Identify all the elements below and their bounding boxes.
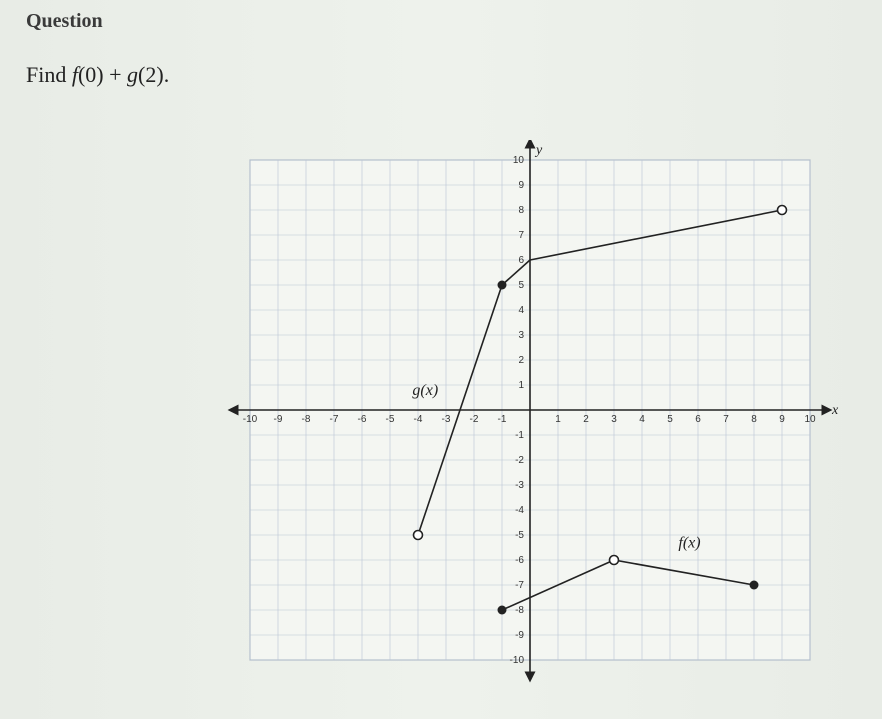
- x-tick-label: 9: [779, 414, 785, 425]
- page-root: Question Find f(0) + g(2). -10 -9 -8 -7 -6 -5…: [0, 0, 882, 719]
- y-tick-label: -1: [515, 430, 524, 441]
- prompt-prefix: Find: [26, 62, 72, 87]
- x-tick-label: -1: [498, 414, 507, 425]
- question-heading: Question: [26, 10, 103, 33]
- x-tick-label: -10: [243, 414, 258, 425]
- series-label: f(x): [678, 535, 700, 552]
- y-tick-label: 6: [518, 255, 524, 266]
- closed-point: [498, 606, 507, 615]
- y-tick-label: -6: [515, 555, 524, 566]
- y-tick-label: 5: [518, 280, 524, 291]
- prompt-mid1: (0) +: [78, 62, 127, 87]
- y-tick-label: 9: [518, 180, 524, 191]
- x-tick-label: -2: [470, 414, 479, 425]
- x-tick-label: -3: [442, 414, 451, 425]
- y-tick-label: -5: [515, 530, 524, 541]
- y-tick-label: 8: [518, 205, 524, 216]
- y-tick-label: -2: [515, 455, 524, 466]
- x-tick-label: 5: [667, 414, 673, 425]
- y-tick-label: 7: [518, 230, 524, 241]
- x-tick-label: 4: [639, 414, 645, 425]
- x-tick-label: 8: [751, 414, 757, 425]
- y-tick-label: 4: [518, 305, 524, 316]
- open-point: [610, 556, 619, 565]
- y-axis-label: y: [534, 143, 543, 158]
- y-tick-label: 10: [513, 155, 525, 166]
- y-tick-label: -4: [515, 505, 524, 516]
- y-tick-label: 3: [518, 330, 524, 341]
- y-tick-label: 1: [518, 380, 524, 391]
- y-tick-label: -10: [510, 655, 525, 666]
- prompt-mid2: (2).: [138, 62, 169, 87]
- x-tick-label: 3: [611, 414, 617, 425]
- graph-container: -10 -9 -8 -7 -6 -5 -4 -3 -2 -1 1 2 3 4 5 6 7 8 9 10 -10 -9 -8 -…: [220, 140, 840, 700]
- closed-point: [498, 281, 507, 290]
- x-tick-label: -7: [330, 414, 339, 425]
- x-tick-label: -4: [414, 414, 423, 425]
- prompt-g: g: [127, 62, 138, 87]
- y-tick-label: 2: [518, 355, 524, 366]
- x-tick-label: 10: [804, 414, 816, 425]
- x-tick-label: -6: [358, 414, 367, 425]
- y-tick-label: -9: [515, 630, 524, 641]
- x-tick-label: 6: [695, 414, 701, 425]
- x-tick-label: -9: [274, 414, 283, 425]
- open-point: [414, 531, 423, 540]
- x-tick-label: 1: [555, 414, 561, 425]
- x-tick-label: -5: [386, 414, 395, 425]
- x-axis-label: x: [831, 403, 839, 418]
- series-label: g(x): [412, 382, 438, 399]
- y-tick-label: -8: [515, 605, 524, 616]
- x-tick-label: 7: [723, 414, 729, 425]
- question-prompt: Find f(0) + g(2).: [26, 62, 169, 88]
- x-tick-label: 2: [583, 414, 589, 425]
- y-tick-label: -7: [515, 580, 524, 591]
- y-tick-label: -3: [515, 480, 524, 491]
- coordinate-graph: -10 -9 -8 -7 -6 -5 -4 -3 -2 -1 1 2 3 4 5 6 7 8 9 10 -10 -9 -8 -…: [220, 140, 840, 700]
- x-tick-label: -8: [302, 414, 311, 425]
- open-point: [778, 206, 787, 215]
- closed-point: [750, 581, 759, 590]
